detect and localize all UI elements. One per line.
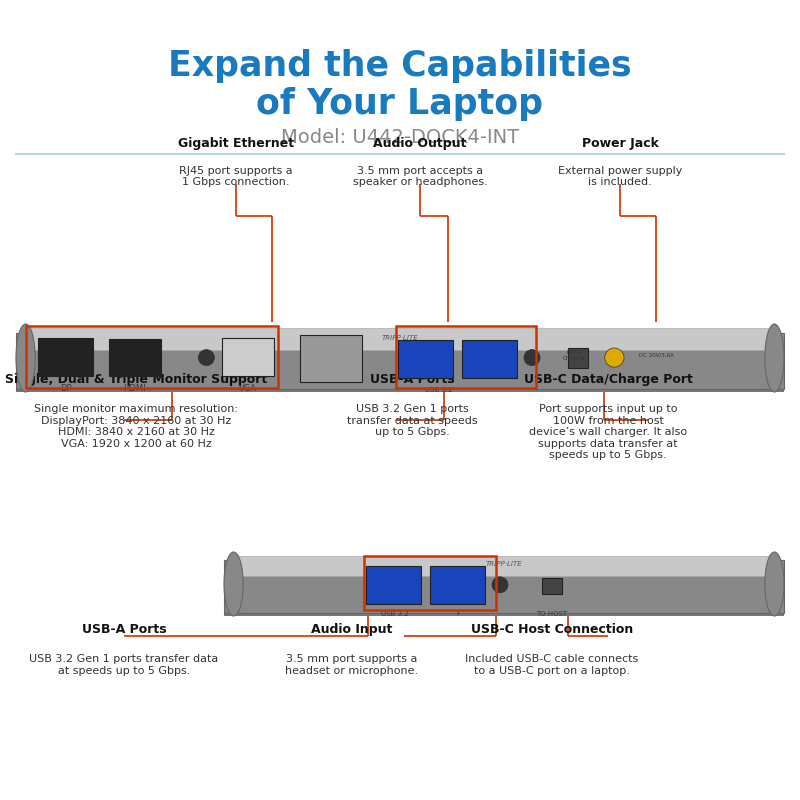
Text: Power Jack: Power Jack (582, 138, 658, 150)
Text: DC 20V/3.6A: DC 20V/3.6A (638, 353, 674, 358)
Bar (222, 338, 274, 376)
Text: 3.5 mm port accepts a
speaker or headphones.: 3.5 mm port accepts a speaker or headpho… (353, 166, 487, 187)
Text: Included USB-C cable connects
to a USB-C port on a laptop.: Included USB-C cable connects to a USB-C… (466, 654, 638, 676)
Text: Audio Output: Audio Output (374, 138, 466, 150)
Text: 3.5 mm port supports a
headset or microphone.: 3.5 mm port supports a headset or microp… (286, 654, 418, 676)
Text: VGA: VGA (239, 384, 257, 393)
Text: DATA/
CHARGE: DATA/ CHARGE (563, 350, 586, 361)
Text: USB-A Ports: USB-A Ports (370, 373, 454, 386)
Bar (542, 578, 562, 594)
Bar (568, 348, 588, 368)
Ellipse shape (765, 324, 784, 392)
Text: USB 3.2 Gen 1 ports transfer data
at speeds up to 5 Gbps.: USB 3.2 Gen 1 ports transfer data at spe… (30, 654, 218, 676)
Bar (366, 566, 421, 604)
Circle shape (605, 348, 624, 367)
Bar (430, 566, 485, 604)
Ellipse shape (16, 324, 35, 392)
Text: of Your Laptop: of Your Laptop (257, 87, 543, 121)
Bar (24, 328, 776, 350)
Text: Audio Input: Audio Input (311, 623, 393, 636)
Text: USB-C Data/Charge Port: USB-C Data/Charge Port (523, 373, 693, 386)
Text: RJ45 port supports a
1 Gbps connection.: RJ45 port supports a 1 Gbps connection. (179, 166, 293, 187)
Text: USB-C Host Connection: USB-C Host Connection (471, 623, 633, 636)
Text: TO HOST: TO HOST (537, 611, 567, 618)
Text: TRIPP·LITE: TRIPP·LITE (382, 335, 418, 341)
Bar (300, 335, 362, 382)
Text: USB 3.2: USB 3.2 (425, 387, 452, 393)
Text: HDMI: HDMI (123, 384, 146, 393)
Bar (38, 338, 93, 376)
Text: Expand the Capabilities: Expand the Capabilities (168, 49, 632, 82)
Text: External power supply
is included.: External power supply is included. (558, 166, 682, 187)
Bar (16, 333, 784, 389)
Text: USB 3.2 Gen 1 ports
transfer data at speeds
up to 5 Gbps.: USB 3.2 Gen 1 ports transfer data at spe… (346, 404, 478, 437)
Text: Single monitor maximum resolution:
DisplayPort: 3840 x 2160 at 30 Hz
HDMI: 3840 : Single monitor maximum resolution: Displ… (34, 404, 238, 449)
Bar (232, 556, 776, 576)
Ellipse shape (765, 552, 784, 616)
Text: Single, Dual & Triple Monitor Support: Single, Dual & Triple Monitor Support (5, 373, 267, 386)
Bar (224, 605, 784, 616)
Text: DP: DP (60, 384, 71, 393)
Text: Model: U442-DOCK4-INT: Model: U442-DOCK4-INT (281, 128, 519, 147)
Text: ⚡: ⚡ (455, 611, 460, 618)
Text: Port supports input up to
100W from the host
device’s wall charger. It also
supp: Port supports input up to 100W from the … (529, 404, 687, 460)
Bar (364, 556, 496, 610)
Circle shape (198, 350, 214, 366)
Bar (16, 380, 784, 392)
Text: Gigabit Ethernet: Gigabit Ethernet (178, 138, 294, 150)
Text: USB 3.2: USB 3.2 (382, 611, 409, 618)
Circle shape (492, 577, 508, 593)
Bar (224, 560, 784, 613)
Bar (109, 339, 161, 376)
Text: TRIPP·LITE: TRIPP·LITE (486, 561, 522, 567)
Bar (26, 326, 278, 388)
Bar (398, 340, 453, 378)
Circle shape (524, 350, 540, 366)
Bar (462, 340, 517, 378)
Text: USB-A Ports: USB-A Ports (82, 623, 166, 636)
Bar (396, 326, 536, 388)
Ellipse shape (224, 552, 243, 616)
